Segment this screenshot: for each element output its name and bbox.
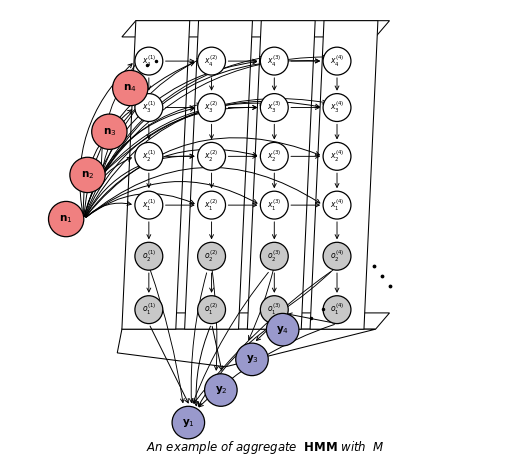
Polygon shape bbox=[184, 21, 252, 329]
Circle shape bbox=[198, 242, 225, 270]
Text: $x_3^{(3)}$: $x_3^{(3)}$ bbox=[267, 100, 281, 115]
Circle shape bbox=[267, 313, 299, 346]
Circle shape bbox=[260, 94, 288, 122]
Text: $\mathbf{n}_4$: $\mathbf{n}_4$ bbox=[123, 82, 137, 94]
Circle shape bbox=[205, 374, 237, 406]
Text: $\mathbf{n}_1$: $\mathbf{n}_1$ bbox=[59, 213, 73, 225]
Circle shape bbox=[323, 191, 351, 219]
Circle shape bbox=[112, 70, 148, 106]
Text: $x_3^{(2)}$: $x_3^{(2)}$ bbox=[205, 100, 219, 115]
Text: $x_4^{(3)}$: $x_4^{(3)}$ bbox=[267, 54, 281, 69]
Circle shape bbox=[198, 143, 225, 170]
Text: An example of aggregate  $\mathbf{HMM}$ with  $M$: An example of aggregate $\mathbf{HMM}$ w… bbox=[146, 439, 384, 456]
Text: $\mathbf{y}_3$: $\mathbf{y}_3$ bbox=[245, 353, 259, 365]
Text: $x_3^{(4)}$: $x_3^{(4)}$ bbox=[330, 100, 344, 115]
Circle shape bbox=[135, 94, 163, 122]
Circle shape bbox=[92, 114, 127, 150]
Polygon shape bbox=[122, 21, 190, 329]
Circle shape bbox=[198, 47, 225, 75]
Text: $x_2^{(1)}$: $x_2^{(1)}$ bbox=[142, 149, 156, 164]
Circle shape bbox=[260, 296, 288, 323]
Text: $o_2^{(1)}$: $o_2^{(1)}$ bbox=[142, 248, 156, 264]
Circle shape bbox=[236, 343, 268, 376]
Text: $x_3^{(1)}$: $x_3^{(1)}$ bbox=[142, 100, 156, 115]
Text: $o_1^{(3)}$: $o_1^{(3)}$ bbox=[267, 302, 281, 317]
Text: $x_4^{(2)}$: $x_4^{(2)}$ bbox=[205, 54, 219, 69]
Circle shape bbox=[135, 296, 163, 323]
Text: $o_2^{(3)}$: $o_2^{(3)}$ bbox=[267, 248, 281, 264]
Text: $x_2^{(4)}$: $x_2^{(4)}$ bbox=[330, 149, 344, 164]
Circle shape bbox=[135, 191, 163, 219]
Polygon shape bbox=[248, 21, 315, 329]
Text: $x_4^{(4)}$: $x_4^{(4)}$ bbox=[330, 54, 344, 69]
Circle shape bbox=[323, 242, 351, 270]
Circle shape bbox=[260, 47, 288, 75]
Text: $x_1^{(3)}$: $x_1^{(3)}$ bbox=[267, 198, 281, 213]
Circle shape bbox=[135, 242, 163, 270]
Circle shape bbox=[260, 242, 288, 270]
Text: $\mathbf{y}_2$: $\mathbf{y}_2$ bbox=[215, 384, 227, 396]
Text: $x_1^{(2)}$: $x_1^{(2)}$ bbox=[205, 198, 219, 213]
Circle shape bbox=[260, 191, 288, 219]
Circle shape bbox=[198, 296, 225, 323]
Circle shape bbox=[172, 406, 205, 439]
Text: $\mathbf{n}_3$: $\mathbf{n}_3$ bbox=[103, 126, 116, 137]
Text: $o_2^{(2)}$: $o_2^{(2)}$ bbox=[205, 248, 219, 264]
Polygon shape bbox=[310, 21, 378, 329]
Text: $x_4^{(1)}$: $x_4^{(1)}$ bbox=[142, 54, 156, 69]
Circle shape bbox=[323, 296, 351, 323]
Text: $o_2^{(4)}$: $o_2^{(4)}$ bbox=[330, 248, 344, 264]
Text: $o_1^{(1)}$: $o_1^{(1)}$ bbox=[142, 302, 156, 317]
Text: $\mathbf{n}_2$: $\mathbf{n}_2$ bbox=[81, 169, 94, 181]
Text: $\mathbf{y}_1$: $\mathbf{y}_1$ bbox=[182, 417, 195, 429]
Text: $x_2^{(2)}$: $x_2^{(2)}$ bbox=[205, 149, 219, 164]
Circle shape bbox=[260, 143, 288, 170]
Text: $o_1^{(2)}$: $o_1^{(2)}$ bbox=[205, 302, 219, 317]
Circle shape bbox=[48, 201, 84, 237]
Polygon shape bbox=[122, 21, 390, 37]
Text: $x_1^{(4)}$: $x_1^{(4)}$ bbox=[330, 198, 344, 213]
Circle shape bbox=[135, 47, 163, 75]
Circle shape bbox=[135, 143, 163, 170]
Circle shape bbox=[323, 94, 351, 122]
Circle shape bbox=[70, 157, 105, 192]
Circle shape bbox=[198, 94, 225, 122]
Text: $\mathbf{y}_4$: $\mathbf{y}_4$ bbox=[276, 324, 289, 336]
Text: $o_1^{(4)}$: $o_1^{(4)}$ bbox=[330, 302, 344, 317]
Circle shape bbox=[323, 47, 351, 75]
Text: $x_1^{(1)}$: $x_1^{(1)}$ bbox=[142, 198, 156, 213]
Circle shape bbox=[323, 143, 351, 170]
Circle shape bbox=[198, 191, 225, 219]
Polygon shape bbox=[122, 313, 390, 329]
Polygon shape bbox=[117, 329, 376, 367]
Text: $x_2^{(3)}$: $x_2^{(3)}$ bbox=[267, 149, 281, 164]
